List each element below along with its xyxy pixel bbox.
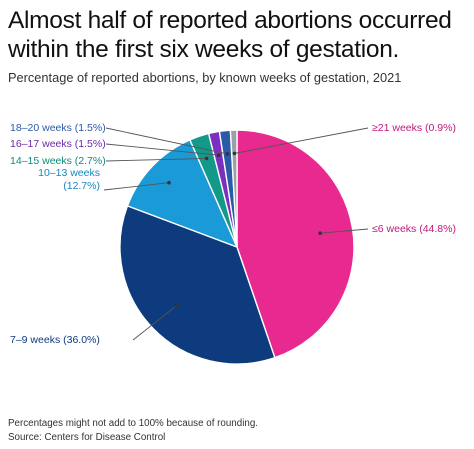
leader-line-6-weeks bbox=[320, 228, 369, 234]
slice-label-7-9-weeks: 7–9 weeks (36.0%) bbox=[10, 334, 100, 346]
leader-dot-14-15-weeks bbox=[204, 156, 209, 161]
leader-line-21-weeks bbox=[234, 127, 369, 154]
slice-label-6-weeks: ≤6 weeks (44.8%) bbox=[372, 223, 456, 235]
pie-slice-10-13-weeks bbox=[126, 138, 239, 249]
leader-line-14-15-weeks bbox=[105, 157, 207, 162]
slice-label-10-13-weeks: 10–13 weeks (12.7%) bbox=[38, 167, 100, 192]
slice-label-14-15-weeks: 14–15 weeks (2.7%) bbox=[10, 155, 106, 167]
leader-line-10-13-weeks bbox=[103, 182, 170, 191]
leader-line-7-9-weeks bbox=[132, 305, 177, 341]
slice-label-16-17-weeks: 16–17 weeks (1.5%) bbox=[10, 138, 106, 150]
pie-slice-7-9-weeks bbox=[119, 204, 276, 365]
leader-line-18-20-weeks bbox=[105, 127, 228, 155]
rounding-note: Percentages might not add to 100% becaus… bbox=[8, 418, 258, 429]
leader-line-16-17-weeks bbox=[105, 143, 219, 156]
leader-dot-6-weeks bbox=[318, 231, 322, 235]
leader-dot-7-9-weeks bbox=[174, 303, 179, 308]
pie-slice-21-weeks bbox=[229, 129, 238, 248]
leader-dot-16-17-weeks bbox=[216, 153, 221, 157]
pie-slice-6-weeks bbox=[236, 129, 355, 359]
leader-dot-10-13-weeks bbox=[167, 180, 171, 185]
source-credit: Source: Centers for Disease Control bbox=[8, 432, 166, 443]
slice-label-21-weeks: ≥21 weeks (0.9%) bbox=[372, 122, 456, 134]
leader-dot-21-weeks bbox=[232, 151, 237, 156]
leader-dot-18-20-weeks bbox=[225, 152, 230, 156]
chart-title: Almost half of reported abortions occurr… bbox=[8, 7, 452, 63]
chart-subtitle: Percentage of reported abortions, by kno… bbox=[8, 70, 402, 85]
slice-label-18-20-weeks: 18–20 weeks (1.5%) bbox=[10, 122, 106, 134]
